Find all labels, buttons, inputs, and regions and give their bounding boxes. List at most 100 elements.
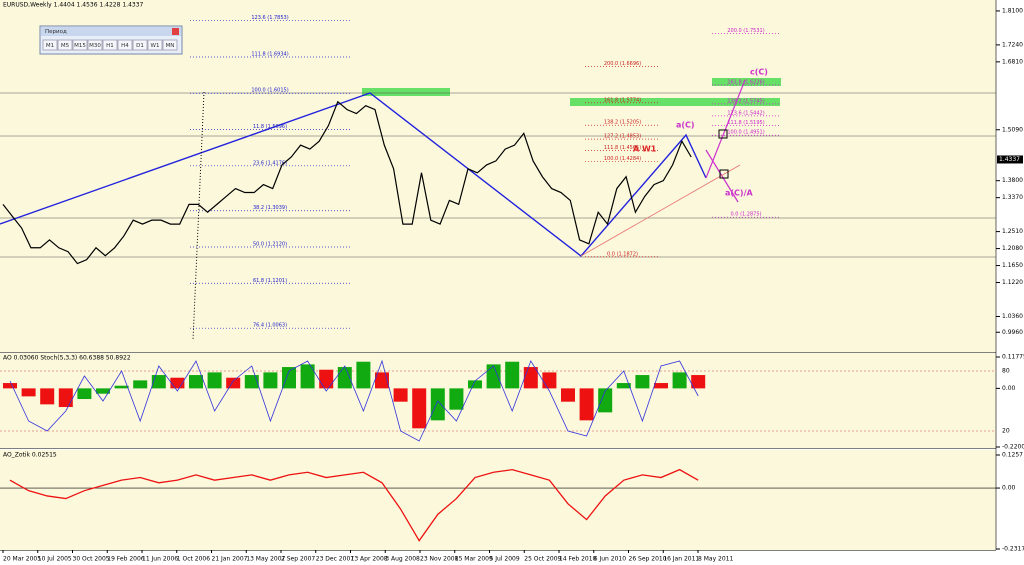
close-button[interactable] [172, 28, 179, 35]
y-tick-label: 1.2510 [1002, 228, 1023, 235]
zone [570, 98, 780, 106]
ao-bar [282, 367, 296, 389]
panel-borders [0, 0, 997, 551]
fib-label: 100.0 (1.4951) [727, 130, 764, 136]
ao-bar [523, 367, 538, 389]
x-tick-label: 23 Dec 2007 [316, 556, 355, 563]
ao-bar [393, 388, 408, 402]
period-button-label: M30 [89, 43, 101, 49]
ao-bar [226, 377, 241, 389]
period-button[interactable] [117, 39, 133, 51]
period-title: Период [45, 29, 67, 35]
ao-bar [579, 388, 594, 421]
fib-label: 38.2 (1.3039) [253, 205, 287, 211]
period-button[interactable] [132, 39, 148, 51]
x-tick-label: 26 Sep 2010 [629, 556, 667, 563]
ao-bar [337, 367, 352, 389]
ao-bar [561, 388, 575, 402]
period-button-label: H4 [121, 43, 129, 49]
period-button-label: W1 [151, 43, 160, 49]
x-tick-label: 21 Jan 2007 [212, 556, 248, 563]
ao-bar [300, 364, 315, 389]
x-tick-label: 10 Jul 2005 [38, 556, 72, 563]
ao-bar [356, 361, 371, 389]
zotik-panel [0, 450, 996, 550]
fib-label: 200.0 (1.7531) [727, 28, 764, 34]
period-button[interactable] [57, 39, 73, 51]
ao-bar [616, 383, 631, 389]
annotation: a(C) [676, 121, 695, 130]
y-tick-label: 1.7240 [1002, 41, 1023, 48]
y-tick-label: 1.8100 [1002, 7, 1023, 14]
y-tick-label: 0.00 [1002, 485, 1016, 492]
ao-bar [672, 372, 687, 389]
y-tick-label: -0.23177 [1002, 546, 1024, 553]
price-line [2, 100, 692, 265]
period-button-label: H1 [106, 43, 114, 49]
annotation: A W1 [633, 145, 657, 154]
ao-bar [189, 375, 203, 389]
panel-label: AO 0.03060 Stoch(5,3,3) 60.6388 50.8922 [3, 355, 131, 362]
y-tick-label: 0.1257 [1002, 452, 1023, 459]
y-tick-label: 1.0360 [1002, 313, 1023, 320]
x-tick-label: 11 Jun 2006 [142, 556, 178, 563]
period-button-label: MN [166, 43, 175, 49]
ao-bar [263, 372, 278, 389]
x-tick-label: 1 Oct 2006 [177, 556, 210, 563]
fib-label: 0.0 (1.1872) [607, 251, 638, 257]
y-tick-label: 1.1220 [1002, 279, 1023, 286]
x-tick-label: 16 Jan 2011 [663, 556, 699, 563]
x-tick-label: 14 Feb 2010 [559, 556, 597, 563]
ao-bar [542, 372, 557, 389]
x-tick-label: 2 Sep 2007 [281, 556, 315, 563]
ao-bar [468, 380, 482, 389]
fib-label: 111.8 (1.4565) [604, 145, 641, 151]
chart-title: EURUSD,Weekly 1.4404 1.4536 1.4228 1.433… [3, 2, 144, 9]
ao-bar [654, 383, 668, 389]
period-button-label: D1 [136, 43, 144, 49]
fib-label: 23.6 (1.4176) [253, 160, 287, 166]
period-button[interactable] [102, 39, 118, 51]
fib-label: 200.0 (1.6696) [604, 61, 641, 67]
y-tick-label: 1.3800 [1002, 177, 1023, 184]
fib-label: 111.8 (1.5195) [727, 120, 764, 126]
x-tick-label: 3 Aug 2008 [385, 556, 420, 563]
x-tick-label: 20 Mar 2005 [3, 556, 41, 563]
projection-line [705, 149, 739, 203]
x-tick-label: 23 Nov 2008 [420, 556, 459, 563]
ao-bar [40, 388, 55, 405]
ao-bar [375, 372, 389, 389]
ao-bar [449, 388, 464, 410]
y-tick-label: 1.6810 [1002, 58, 1023, 65]
ao-bar [114, 385, 129, 389]
period-button[interactable] [147, 39, 163, 51]
ao-bar [133, 380, 148, 389]
ao-bar [77, 388, 92, 400]
y-tick-label: 0.00 [1002, 385, 1016, 392]
stoch-line [9, 359, 699, 442]
annotation: a(C)/A [725, 189, 754, 198]
fib-label: 111.8 (1.6934) [251, 51, 288, 57]
ao-bar [635, 375, 650, 389]
stoch-level-label: 80 [1002, 368, 1010, 375]
x-tick-label: 25 Oct 2009 [524, 556, 561, 563]
y-tick-label: 1.2080 [1002, 245, 1023, 252]
x-tick-label: 6 Jun 2010 [594, 556, 626, 563]
annotation: c(C) [750, 68, 768, 77]
period-button[interactable] [162, 39, 178, 51]
period-button[interactable] [42, 39, 58, 51]
fib-label: 100.0 (1.4284) [604, 156, 641, 162]
x-tick-label: 13 May 2007 [246, 556, 285, 563]
fib-label: 123.6 (1.5442) [727, 110, 764, 116]
stoch-level-label: 20 [1002, 428, 1010, 435]
ao-bar [412, 388, 427, 429]
period-button[interactable] [72, 39, 88, 51]
y-tick-label: 1.5090 [1002, 126, 1023, 133]
current-price-label: 1.4337 [999, 156, 1020, 163]
trend-line [580, 164, 741, 257]
period-button[interactable] [87, 39, 103, 51]
period-button-label: M5 [61, 43, 70, 49]
ao-bar [207, 372, 222, 389]
ao-bar [598, 388, 613, 413]
